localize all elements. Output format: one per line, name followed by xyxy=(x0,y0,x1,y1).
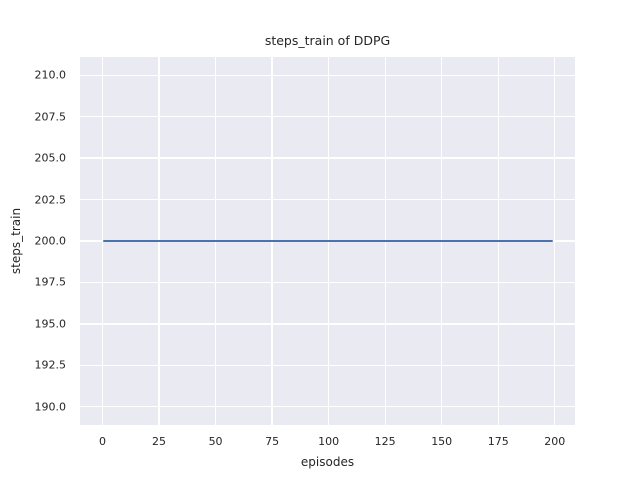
y-tick-label: 207.5 xyxy=(34,110,67,124)
grid-line-horizontal xyxy=(80,323,575,325)
y-tick-label: 197.5 xyxy=(34,275,67,289)
data-line-steps_train xyxy=(102,239,553,243)
x-tick-label: 200 xyxy=(544,435,566,448)
x-tick-label: 150 xyxy=(431,435,453,448)
plot-area xyxy=(80,57,575,425)
x-tick-label: 25 xyxy=(152,435,167,448)
y-tick-label: 192.5 xyxy=(34,358,67,372)
x-tick-label: 0 xyxy=(99,435,106,448)
grid-line-horizontal xyxy=(80,406,575,408)
y-tick-label: 200.0 xyxy=(34,234,67,248)
x-tick-label: 50 xyxy=(208,435,223,448)
y-tick-label: 190.0 xyxy=(34,400,67,414)
chart-title: steps_train of DDPG xyxy=(264,33,391,48)
grid-line-horizontal xyxy=(80,157,575,159)
y-tick-label: 210.0 xyxy=(34,68,67,82)
grid-line-horizontal xyxy=(80,74,575,76)
y-tick-label: 195.0 xyxy=(34,317,67,331)
y-tick-label: 202.5 xyxy=(34,193,67,207)
grid-line-horizontal xyxy=(80,198,575,201)
x-tick-label: 100 xyxy=(318,435,340,448)
x-tick-label: 125 xyxy=(374,435,396,448)
x-tick-label: 75 xyxy=(265,435,280,448)
x-tick-label: 175 xyxy=(487,435,509,448)
grid-line-horizontal xyxy=(80,364,575,366)
grid-line-horizontal xyxy=(80,116,575,118)
y-tick-label: 205.0 xyxy=(34,151,67,165)
x-axis-label: episodes xyxy=(300,455,355,469)
grid-line-horizontal xyxy=(80,281,575,284)
